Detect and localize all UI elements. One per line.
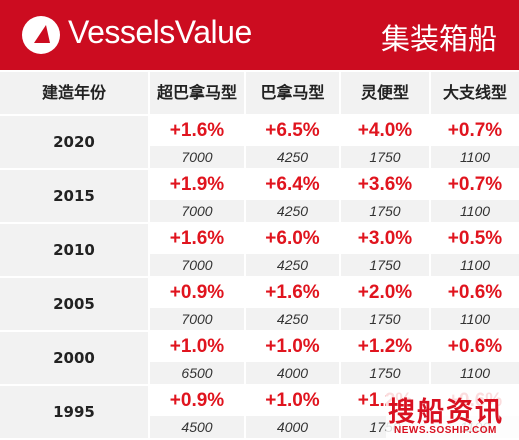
change: +0.7% — [447, 174, 503, 195]
value: 1750 — [341, 254, 429, 276]
column-header: 大支线型 — [431, 72, 519, 114]
change: +1.0% — [169, 336, 225, 357]
change: +1.0% — [265, 336, 320, 357]
column-header: 建造年份 — [0, 72, 148, 114]
watermark-bg — [386, 386, 519, 440]
value: 1100 — [431, 254, 519, 276]
year-cell: 2020 — [0, 116, 148, 168]
year-cell: 2005 — [0, 278, 148, 330]
change: +1.0% — [265, 390, 320, 411]
value: 1750 — [341, 362, 429, 384]
year-cell: 1995 — [0, 386, 148, 438]
value: 7000 — [150, 308, 244, 330]
logo — [22, 16, 60, 54]
change: +6.4% — [265, 174, 320, 195]
value: 1100 — [431, 146, 519, 168]
value: 1750 — [341, 200, 429, 222]
change: +6.5% — [265, 120, 320, 141]
change: +0.6% — [447, 282, 503, 303]
value: 1100 — [431, 308, 519, 330]
value: 1750 — [341, 308, 429, 330]
change: +3.6% — [357, 174, 413, 195]
change: +1.6% — [169, 228, 225, 249]
value: 4500 — [150, 416, 244, 438]
value: 4250 — [246, 200, 339, 222]
column-header: 巴拿马型 — [246, 72, 339, 114]
change: +1.9% — [169, 174, 225, 195]
value: 4000 — [246, 362, 339, 384]
value: 7000 — [150, 200, 244, 222]
value: 4250 — [246, 254, 339, 276]
brand: VesselsValue — [68, 14, 252, 50]
value: 7000 — [150, 254, 244, 276]
year-cell: 2010 — [0, 224, 148, 276]
change: +0.9% — [169, 390, 225, 411]
change: +2.0% — [357, 282, 413, 303]
value: 4250 — [246, 146, 339, 168]
title: 集装箱船 — [380, 22, 497, 56]
year-cell: 2000 — [0, 332, 148, 384]
change: +1.2% — [357, 336, 413, 357]
change: +0.9% — [169, 282, 225, 303]
change: +3.0% — [357, 228, 413, 249]
value: 1100 — [431, 362, 519, 384]
column-header: 超巴拿马型 — [150, 72, 244, 114]
column-header: 灵便型 — [341, 72, 429, 114]
change: +0.6% — [447, 336, 503, 357]
value: 1750 — [341, 146, 429, 168]
watermark-title: 搜船资讯 — [388, 397, 504, 428]
change: +6.0% — [265, 228, 320, 249]
value: 1100 — [431, 200, 519, 222]
watermark-url: NEWS.SOSHIP.COM — [394, 425, 497, 436]
value: 7000 — [150, 146, 244, 168]
change: +0.5% — [447, 228, 503, 249]
change: +1.6% — [169, 120, 225, 141]
change: +1.6% — [265, 282, 320, 303]
value: 4000 — [246, 416, 339, 438]
value: 4250 — [246, 308, 339, 330]
value: 6500 — [150, 362, 244, 384]
change: +4.0% — [357, 120, 413, 141]
year-cell: 2015 — [0, 170, 148, 222]
header-bar — [0, 0, 519, 70]
change: +0.7% — [447, 120, 503, 141]
